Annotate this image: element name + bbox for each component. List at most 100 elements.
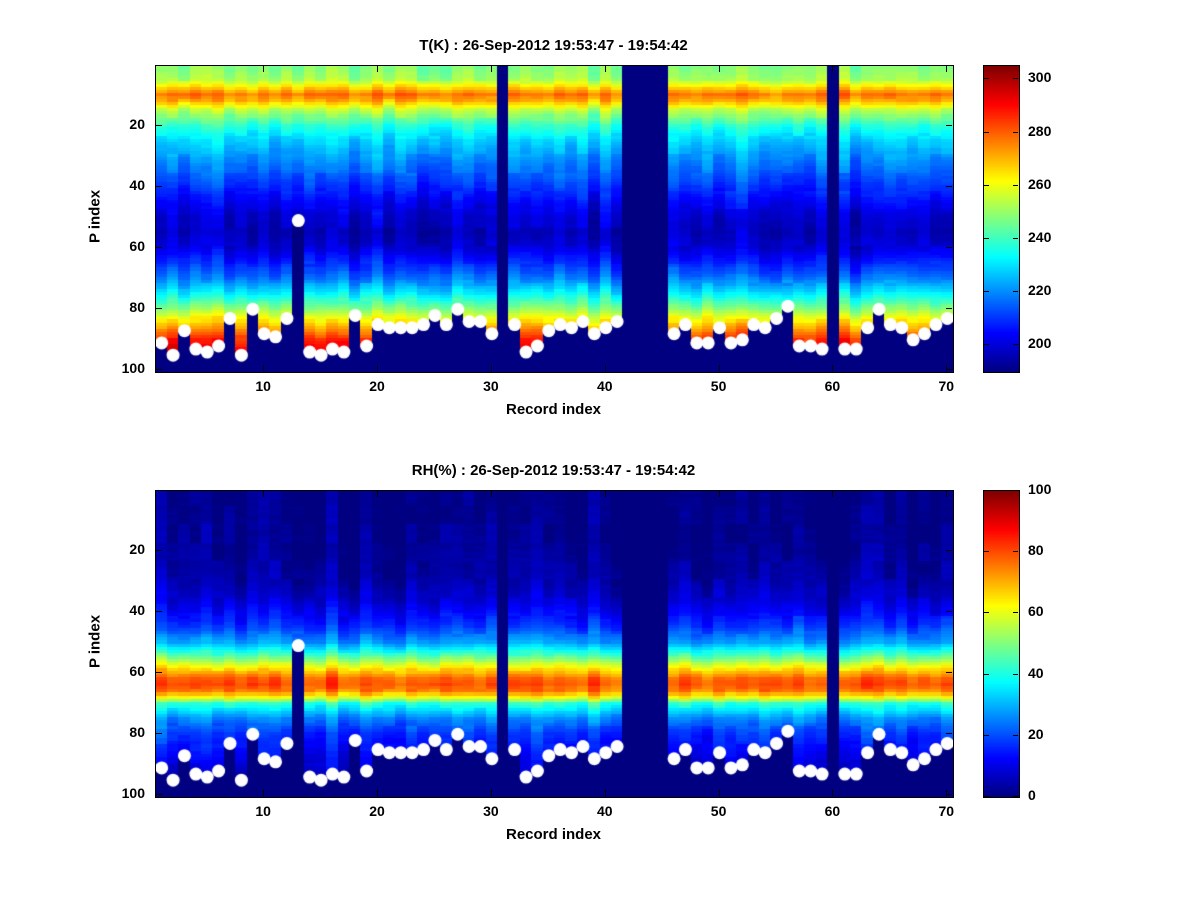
y-tick-mark: [946, 124, 952, 126]
y-tick-mark: [946, 308, 952, 310]
y-tick-mark: [946, 549, 952, 551]
x-tick-label: 60: [824, 378, 841, 394]
x-tick-label: 50: [710, 378, 727, 394]
y-tick-label: 80: [129, 299, 145, 316]
colorbar-tick-mark: [984, 184, 989, 186]
y-tick-mark: [946, 610, 952, 612]
colorbar-tick-label: 280: [1028, 122, 1052, 139]
x-tick-mark: [490, 790, 492, 796]
x-tick-mark: [718, 66, 720, 72]
colorbar-tick-mark: [984, 612, 989, 614]
colorbar-tick-mark: [984, 551, 989, 553]
x-tick-mark: [946, 491, 948, 497]
x-tick-label: 40: [596, 378, 613, 394]
y-tick-label: 20: [129, 115, 145, 132]
x-tick-label: 10: [255, 803, 271, 819]
x-tick-mark: [946, 790, 948, 796]
x-tick-mark: [377, 365, 379, 371]
y-tick-mark: [946, 185, 952, 187]
colorbar-tick-mark: [1013, 237, 1018, 239]
y-tick-mark: [156, 733, 162, 735]
colorbar-temperature-canvas: [984, 66, 1019, 372]
colorbar-tick-mark: [1013, 184, 1018, 186]
y-tick-label: 100: [121, 360, 145, 377]
x-tick-mark: [604, 491, 606, 497]
colorbar-tick-label: 80: [1028, 542, 1044, 559]
y-tick-mark: [946, 733, 952, 735]
colorbar-tick-label: 220: [1028, 282, 1052, 299]
y-tick-mark: [156, 124, 162, 126]
y-tick-label: 20: [129, 540, 145, 557]
colorbar-tick-mark: [984, 490, 989, 491]
y-axis-label-humidity: P index: [86, 614, 104, 669]
colorbar-tick-mark: [984, 237, 989, 239]
y-tick-mark: [156, 549, 162, 551]
colorbar-humidity[interactable]: [983, 490, 1020, 798]
colorbar-tick-mark: [984, 673, 989, 675]
x-tick-mark: [263, 790, 265, 796]
colorbar-tick-mark: [1013, 612, 1018, 614]
colorbar-tick-mark: [984, 131, 989, 133]
heatmap-humidity-canvas: [156, 491, 953, 797]
heatmap-temperature[interactable]: [155, 65, 954, 373]
colorbar-temperature[interactable]: [983, 65, 1020, 373]
colorbar-tick-label: 240: [1028, 228, 1052, 245]
panel-title-humidity: RH(%) : 26-Sep-2012 19:53:47 - 19:54:42: [411, 462, 696, 479]
x-tick-label: 70: [938, 378, 955, 394]
x-tick-label: 40: [596, 803, 613, 819]
colorbar-tick-mark: [984, 734, 989, 736]
y-tick-mark: [946, 247, 952, 249]
x-tick-mark: [377, 491, 379, 497]
colorbar-tick-mark: [984, 344, 989, 346]
y-tick-mark: [156, 672, 162, 674]
y-tick-mark: [946, 794, 952, 796]
heatmap-humidity[interactable]: [155, 490, 954, 798]
colorbar-tick-label: 300: [1028, 69, 1052, 86]
y-axis-label-temperature: P index: [86, 189, 104, 244]
y-tick-label: 80: [129, 724, 145, 741]
y-tick-mark: [156, 369, 162, 371]
x-tick-mark: [604, 66, 606, 72]
x-tick-mark: [263, 365, 265, 371]
y-tick-mark: [156, 185, 162, 187]
colorbar-tick-mark: [984, 78, 989, 80]
x-tick-label: 20: [369, 803, 385, 819]
x-tick-label: 50: [710, 803, 727, 819]
x-tick-mark: [832, 365, 834, 371]
colorbar-tick-mark: [1013, 291, 1018, 293]
y-tick-mark: [156, 247, 162, 249]
x-tick-label: 30: [483, 378, 499, 394]
x-tick-mark: [604, 790, 606, 796]
x-tick-mark: [832, 66, 834, 72]
x-tick-mark: [718, 790, 720, 796]
y-tick-mark: [946, 369, 952, 371]
x-tick-label: 60: [824, 803, 841, 819]
colorbar-tick-label: 260: [1028, 175, 1052, 192]
y-tick-mark: [946, 672, 952, 674]
y-tick-label: 60: [129, 663, 145, 680]
colorbar-humidity-canvas: [984, 491, 1019, 797]
x-tick-mark: [946, 66, 948, 72]
x-axis-label-temperature: Record index: [505, 401, 602, 418]
x-tick-mark: [490, 491, 492, 497]
panel-title-temperature: T(K) : 26-Sep-2012 19:53:47 - 19:54:42: [419, 37, 688, 54]
x-axis-label-humidity: Record index: [505, 826, 602, 843]
x-tick-label: 70: [938, 803, 955, 819]
colorbar-tick-mark: [1013, 551, 1018, 553]
y-tick-label: 40: [129, 176, 145, 193]
colorbar-tick-label: 0: [1028, 787, 1036, 803]
x-tick-mark: [490, 365, 492, 371]
y-tick-mark: [156, 794, 162, 796]
x-tick-mark: [718, 491, 720, 497]
colorbar-tick-mark: [1013, 344, 1018, 346]
y-tick-mark: [156, 308, 162, 310]
x-tick-mark: [490, 66, 492, 72]
x-tick-mark: [604, 365, 606, 371]
x-tick-mark: [377, 66, 379, 72]
colorbar-tick-mark: [1013, 734, 1018, 736]
colorbar-tick-label: 200: [1028, 335, 1052, 352]
colorbar-tick-mark: [1013, 490, 1018, 491]
x-tick-label: 10: [255, 378, 271, 394]
colorbar-tick-label: 60: [1028, 603, 1044, 620]
